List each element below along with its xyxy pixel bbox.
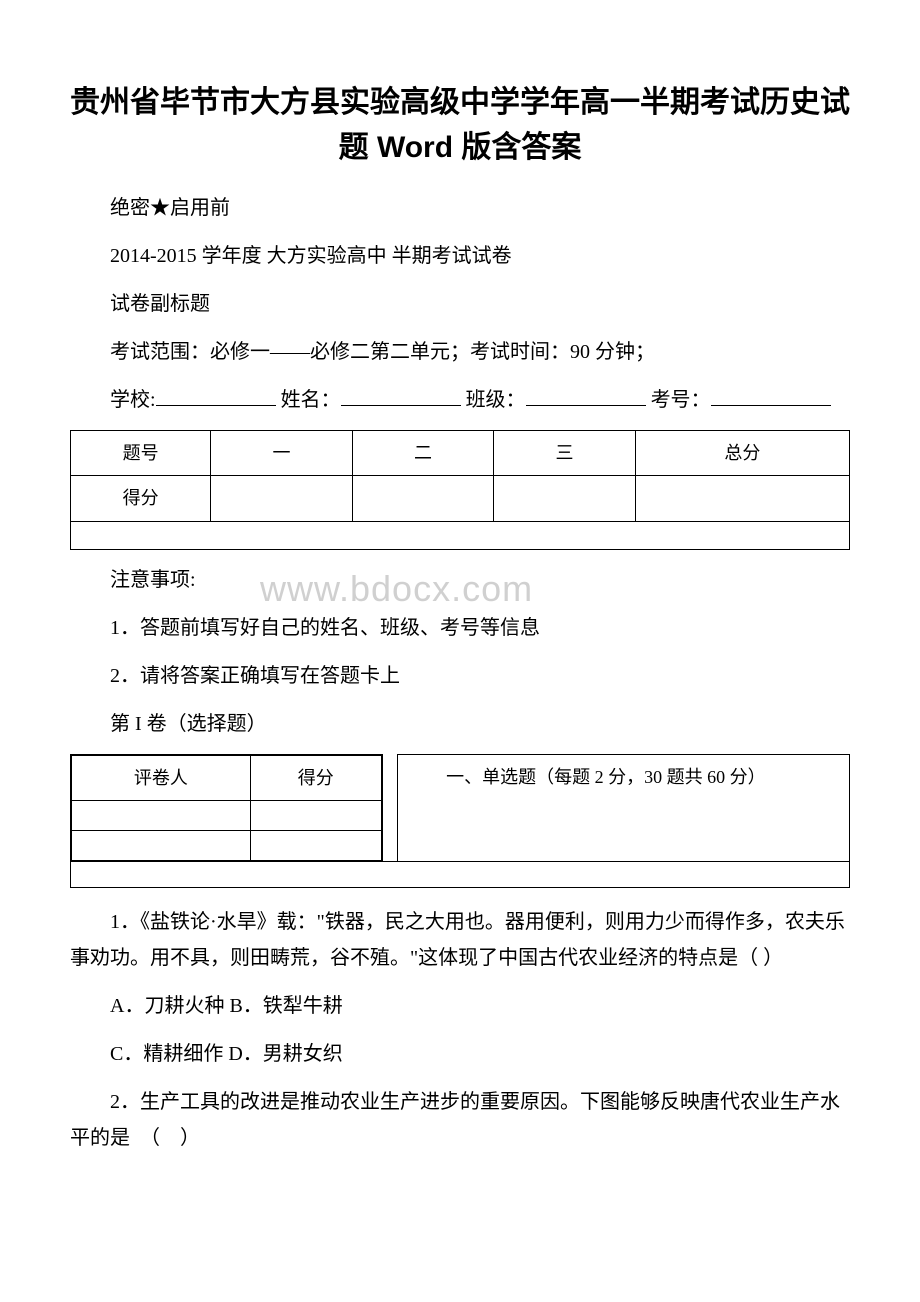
table-row [71, 521, 850, 549]
table-cell: 得分 [71, 476, 211, 521]
grader-cell-wrapper: 评卷人 得分 [71, 754, 383, 861]
table-row: 题号 一 二 三 总分 [71, 431, 850, 476]
score-label: 得分 [250, 755, 381, 800]
question-1-options-cd: C．精耕细作 D．男耕女织 [70, 1036, 850, 1072]
grader-inner-table: 评卷人 得分 [71, 755, 382, 861]
part-1-label: 第 I 卷（选择题） [70, 706, 850, 742]
table-cell [250, 831, 381, 861]
section-heading-cell: 一、单选题（每题 2 分，30 题共 60 分） [398, 754, 850, 861]
year-school-line: 2014-2015 学年度 大方实验高中 半期考试试卷 [70, 238, 850, 274]
school-blank [156, 386, 276, 406]
table-cell: 一 [211, 431, 353, 476]
student-info-line: 学校: 姓名： 班级： 考号： [70, 382, 850, 418]
document-title: 贵州省毕节市大方县实验高级中学学年高一半期考试历史试题 Word 版含答案 [70, 80, 850, 170]
notice-header: 注意事项: [110, 569, 196, 591]
table-cell [635, 476, 849, 521]
table-cell: 三 [494, 431, 636, 476]
table-cell [494, 476, 636, 521]
exam-scope-line: 考试范围：必修一——必修二第二单元；考试时间：90 分钟； [70, 334, 850, 370]
notice-item-2: 2．请将答案正确填写在答题卡上 [70, 658, 850, 694]
question-2-text: 2．生产工具的改进是推动农业生产进步的重要原因。下图能够反映唐代农业生产水平的是… [70, 1084, 850, 1156]
table-cell: 二 [352, 431, 494, 476]
table-row: 评卷人 得分 [72, 755, 382, 800]
name-blank [341, 386, 461, 406]
question-1-options-ab: A．刀耕火种 B．铁犁牛耕 [70, 988, 850, 1024]
table-cell [250, 801, 381, 831]
table-cell: 题号 [71, 431, 211, 476]
table-row: 评卷人 得分 一、单选题（每题 2 分，30 题共 60 分） [71, 754, 850, 861]
id-label: 考号： [651, 389, 711, 411]
class-label: 班级： [466, 389, 526, 411]
section-heading: 一、单选题（每题 2 分，30 题共 60 分） [410, 763, 837, 792]
section-table: 评卷人 得分 一、单选题（每题 2 分，30 题共 60 分） [70, 754, 850, 888]
class-blank [526, 386, 646, 406]
score-table: 题号 一 二 三 总分 得分 [70, 430, 850, 550]
table-row [72, 831, 382, 861]
table-cell [72, 831, 251, 861]
table-row [71, 862, 850, 888]
confidential-line: 绝密★启用前 [70, 190, 850, 226]
notice-item-1: 1．答题前填写好自己的姓名、班级、考号等信息 [70, 610, 850, 646]
table-cell [72, 801, 251, 831]
table-cell [71, 862, 850, 888]
question-1-text: 1．《盐铁论·水旱》载："铁器，民之大用也。器用便利，则用力少而得作多，农夫乐事… [70, 904, 850, 976]
section-gap [382, 754, 398, 861]
id-blank [711, 386, 831, 406]
table-cell [71, 521, 850, 549]
subtitle-line: 试卷副标题 [70, 286, 850, 322]
notice-header-line: www.bdocx.com 注意事项: [70, 562, 850, 598]
table-row: 得分 [71, 476, 850, 521]
name-label: 姓名： [281, 389, 341, 411]
table-cell [352, 476, 494, 521]
table-row [72, 801, 382, 831]
grader-label: 评卷人 [72, 755, 251, 800]
school-label: 学校: [110, 389, 156, 411]
table-cell [211, 476, 353, 521]
table-cell: 总分 [635, 431, 849, 476]
